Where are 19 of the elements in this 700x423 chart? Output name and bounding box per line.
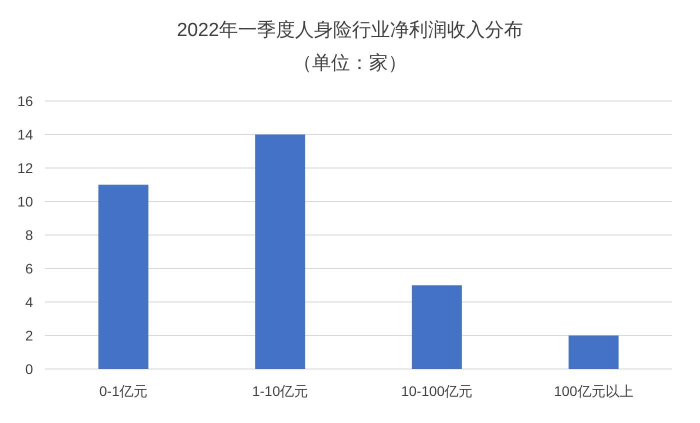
y-tick-label: 16	[17, 93, 34, 109]
x-tick-label: 100亿元以上	[554, 383, 634, 399]
y-tick-label: 14	[17, 126, 34, 142]
y-tick-label: 2	[25, 328, 34, 344]
bar	[255, 134, 306, 369]
x-tick-label: 10-100亿元	[401, 383, 473, 399]
y-tick-label: 6	[25, 260, 34, 276]
y-tick-label: 12	[17, 160, 34, 176]
y-tick-label: 10	[17, 194, 34, 210]
bar	[98, 184, 148, 369]
chart-title: 2022年一季度人身险行业净利润收入分布	[176, 19, 524, 41]
x-tick-label: 0-1亿元	[99, 383, 148, 399]
y-tick-label: 8	[25, 227, 34, 243]
y-tick-label: 0	[25, 361, 34, 377]
bar	[412, 285, 462, 369]
bar	[568, 336, 619, 369]
x-tick-label: 1-10亿元	[252, 383, 308, 399]
chart-subtitle: （单位：家）	[293, 52, 407, 74]
y-tick-label: 4	[25, 294, 34, 310]
